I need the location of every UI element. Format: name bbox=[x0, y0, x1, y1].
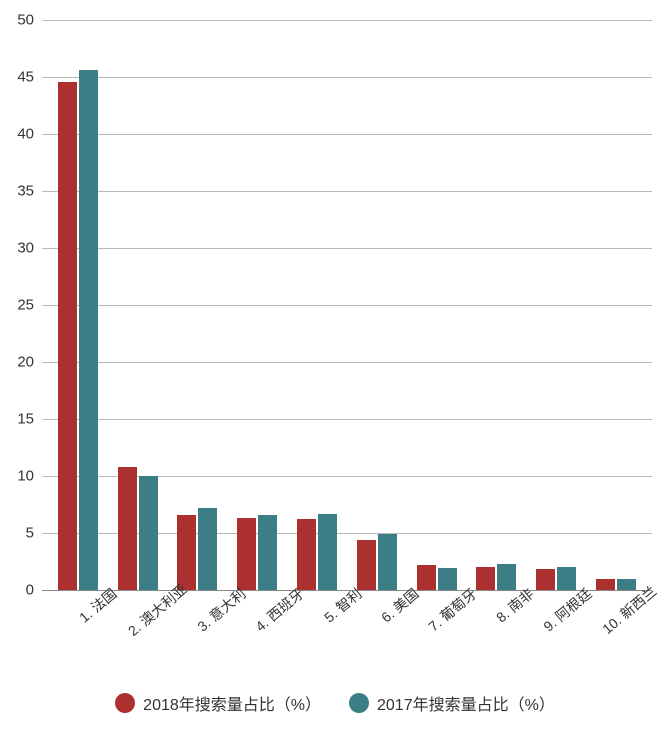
bar bbox=[417, 565, 436, 590]
y-tick-label: 35 bbox=[4, 183, 34, 200]
bar bbox=[118, 467, 137, 590]
legend: 2018年搜索量占比（%） 2017年搜索量占比（%） bbox=[0, 691, 670, 715]
y-tick-label: 50 bbox=[4, 12, 34, 29]
x-tick-label: 10. 新西兰 bbox=[588, 589, 670, 692]
bar bbox=[79, 70, 98, 590]
bar bbox=[357, 540, 376, 590]
bar bbox=[476, 567, 495, 590]
bar-group bbox=[347, 534, 407, 590]
y-tick-label: 20 bbox=[4, 354, 34, 371]
y-tick-label: 5 bbox=[4, 525, 34, 542]
bar bbox=[297, 519, 316, 590]
y-tick-label: 30 bbox=[4, 240, 34, 257]
bar bbox=[58, 82, 77, 590]
bar-group bbox=[407, 565, 467, 590]
bar bbox=[198, 508, 217, 590]
legend-item-2018: 2018年搜索量占比（%） bbox=[115, 691, 321, 715]
legend-label-2018: 2018年搜索量占比（%） bbox=[143, 691, 321, 715]
bar bbox=[318, 514, 337, 590]
y-tick-label: 40 bbox=[4, 126, 34, 143]
bar bbox=[237, 518, 256, 590]
bar-group bbox=[467, 564, 527, 590]
bar-group bbox=[227, 515, 287, 590]
y-tick-label: 10 bbox=[4, 468, 34, 485]
bar-group bbox=[108, 467, 168, 590]
bar bbox=[497, 564, 516, 590]
y-tick-label: 15 bbox=[4, 411, 34, 428]
y-tick-label: 25 bbox=[4, 297, 34, 314]
bar-group bbox=[48, 70, 108, 590]
bar bbox=[177, 515, 196, 590]
y-tick-label: 45 bbox=[4, 69, 34, 86]
y-tick-label: 0 bbox=[4, 582, 34, 599]
x-axis-labels: 1. 法国2. 澳大利亚3. 意大利4. 西班牙5. 智利6. 美国7. 葡萄牙… bbox=[42, 594, 652, 674]
bar bbox=[139, 476, 158, 590]
bar bbox=[378, 534, 397, 590]
bar bbox=[617, 579, 636, 590]
bar-group bbox=[168, 508, 228, 590]
bars-wrap bbox=[42, 20, 652, 590]
bar bbox=[438, 568, 457, 590]
legend-dot-icon bbox=[349, 693, 369, 713]
legend-dot-icon bbox=[115, 693, 135, 713]
bar-group bbox=[586, 579, 646, 590]
bar bbox=[596, 579, 615, 590]
legend-item-2017: 2017年搜索量占比（%） bbox=[349, 691, 555, 715]
chart-container: 1. 法国2. 澳大利亚3. 意大利4. 西班牙5. 智利6. 美国7. 葡萄牙… bbox=[0, 0, 670, 729]
bar bbox=[258, 515, 277, 590]
bar bbox=[557, 567, 576, 590]
bar-group bbox=[526, 567, 586, 590]
bar-group bbox=[287, 514, 347, 590]
legend-label-2017: 2017年搜索量占比（%） bbox=[377, 691, 555, 715]
plot-area bbox=[42, 20, 652, 590]
bar bbox=[536, 569, 555, 590]
